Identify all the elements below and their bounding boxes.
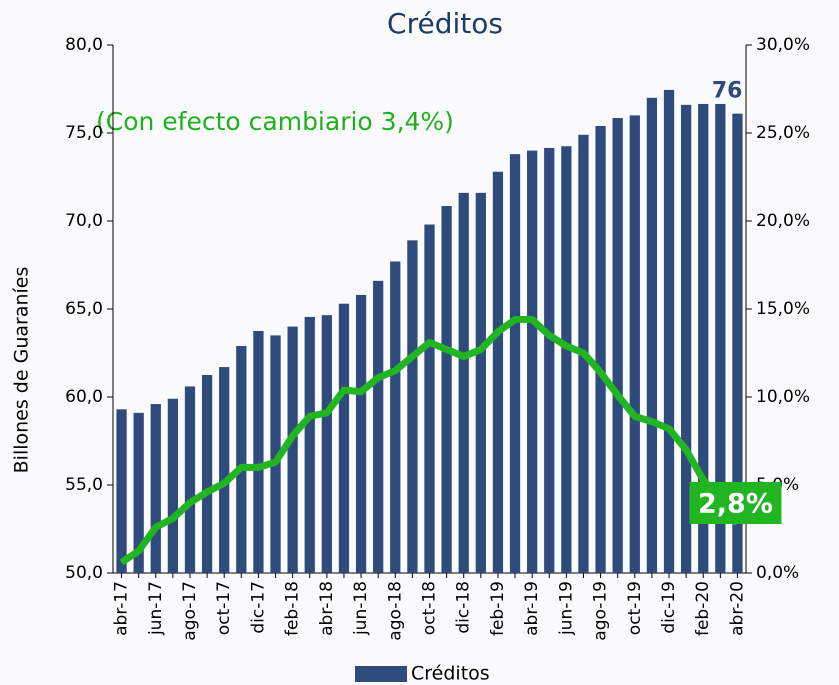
bar <box>287 326 298 573</box>
bar <box>201 375 213 573</box>
y2-tick-label: 25,0% <box>756 123 810 143</box>
x-tick-label: feb-20 <box>693 581 713 636</box>
bar <box>629 115 640 574</box>
y2-tick-label: 15,0% <box>756 299 810 319</box>
x-tick-label: abr-17 <box>112 581 132 636</box>
bar <box>355 294 367 573</box>
bar <box>732 113 743 573</box>
x-tick-label: feb-18 <box>283 581 303 636</box>
x-tick-label: dic-19 <box>659 581 679 634</box>
x-tick-label: ago-17 <box>180 581 200 641</box>
bar <box>646 97 658 574</box>
bar <box>407 240 418 574</box>
bar <box>304 316 315 573</box>
bar <box>612 118 623 573</box>
x-tick-label: oct-18 <box>420 581 440 635</box>
bar <box>475 192 486 573</box>
bar <box>544 147 555 573</box>
bar <box>458 192 469 573</box>
legend-label: Créditos <box>411 663 490 685</box>
x-tick-label: jun-19 <box>556 581 576 636</box>
x-tick-label: jun-17 <box>146 581 166 636</box>
bar <box>321 315 332 573</box>
bar <box>595 125 606 574</box>
bar <box>236 345 247 573</box>
annotation: (Con efecto cambiario 3,4%) <box>96 107 454 136</box>
data-label-box <box>689 482 782 524</box>
x-tick-label: abr-19 <box>522 581 542 636</box>
legend-swatch <box>355 666 407 682</box>
bar <box>219 367 230 573</box>
x-tick-label: ago-18 <box>385 581 405 641</box>
x-tick-label: abr-20 <box>727 581 747 636</box>
x-tick-label: oct-19 <box>625 581 645 635</box>
chart-title: Créditos <box>387 7 503 40</box>
x-tick-label: feb-19 <box>488 581 508 636</box>
bar <box>253 331 264 573</box>
bar <box>715 103 726 574</box>
bar <box>663 89 675 573</box>
data-label: 76 <box>712 79 743 104</box>
bar <box>441 206 452 574</box>
y2-tick-label: 30,0% <box>756 35 810 55</box>
x-tick-label: abr-18 <box>317 581 337 636</box>
bar <box>492 171 504 573</box>
y2-tick-label: 0,0% <box>756 563 799 583</box>
bar <box>167 398 179 573</box>
y2-tick-label: 20,0% <box>756 211 810 231</box>
bar <box>527 150 538 573</box>
bar <box>390 261 401 573</box>
x-tick-label: ago-19 <box>591 581 611 641</box>
data-label: 2,8% <box>698 489 773 520</box>
y-tick-label: 60,0 <box>65 387 103 407</box>
line <box>119 316 741 566</box>
bar <box>133 412 144 573</box>
bar <box>150 404 161 573</box>
y-tick-label: 65,0 <box>65 299 103 319</box>
y-tick-label: 55,0 <box>65 475 103 495</box>
bar <box>561 146 572 573</box>
x-tick-label: dic-18 <box>454 581 474 634</box>
y-tick-label: 70,0 <box>65 211 103 231</box>
y-tick-label: 75,0 <box>65 123 103 143</box>
bar <box>116 409 127 573</box>
x-tick-label: oct-17 <box>214 581 234 635</box>
bar <box>270 335 281 573</box>
bar <box>509 154 521 573</box>
y2-tick-label: 10,0% <box>756 387 810 407</box>
bar <box>680 104 692 573</box>
x-tick-label: jun-18 <box>351 581 371 636</box>
bar <box>373 280 384 573</box>
bar <box>184 386 196 573</box>
y-tick-label: 80,0 <box>65 35 103 55</box>
x-tick-label: dic-17 <box>248 581 268 634</box>
bar <box>338 303 350 573</box>
y-tick-label: 50,0 <box>65 563 103 583</box>
bar <box>698 103 709 574</box>
y-axis-label: Billones de Guaraníes <box>11 267 33 474</box>
bar <box>424 224 435 573</box>
